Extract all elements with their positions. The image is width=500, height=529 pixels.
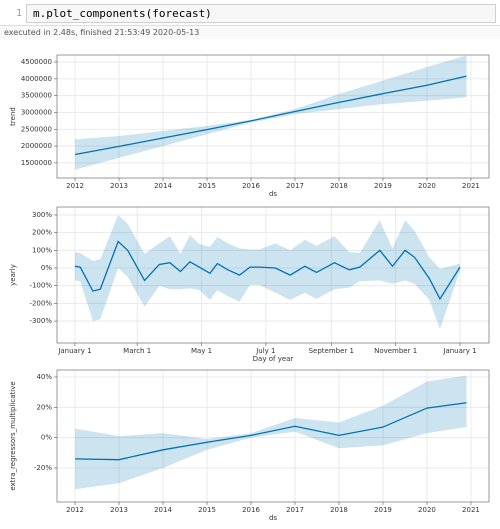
execution-info: executed in 2.48s, finished 21:53:49 202…: [0, 25, 500, 39]
y-tick-label: 0%: [41, 264, 52, 272]
x-tick-label: 2021: [462, 182, 480, 190]
y-tick-label: 40%: [36, 373, 52, 381]
x-tick-label: 2013: [110, 182, 128, 190]
uncertainty-band: [239, 248, 251, 302]
x-tick-label: January 1: [57, 347, 91, 355]
uncertainty-band: [405, 220, 415, 284]
x-tick-label: 2018: [330, 182, 348, 190]
y-tick-label: -20%: [34, 464, 52, 472]
x-tick-label: 2019: [374, 506, 392, 514]
plot-frame: [56, 206, 490, 344]
uncertainty-band: [80, 252, 93, 322]
uncertainty-band: [169, 236, 181, 290]
uncertainty-band: [180, 235, 190, 290]
x-tick-label: 2015: [198, 182, 216, 190]
uncertainty-band: [338, 80, 383, 110]
plot-frame: [56, 54, 490, 179]
uncertainty-band: [382, 381, 427, 446]
uncertainty-band: [159, 236, 170, 290]
x-tick-label: 2012: [66, 506, 84, 514]
line-number: 1: [15, 8, 22, 19]
y-tick-label: 20%: [36, 403, 52, 411]
y-axis-label: extra_regressors_multiplicative: [9, 381, 17, 490]
y-tick-label: 3000000: [21, 108, 52, 116]
uncertainty-band: [119, 433, 164, 484]
uncertainty-band: [189, 235, 200, 291]
uncertainty-band: [294, 417, 339, 449]
x-tick-label: 2013: [110, 506, 128, 514]
uncertainty-band: [426, 375, 467, 434]
x-tick-label: 2016: [242, 182, 260, 190]
x-tick-label: March 1: [123, 347, 151, 355]
x-tick-label: 2020: [418, 182, 436, 190]
x-tick-label: May 1: [191, 347, 212, 355]
plot-area: [57, 207, 489, 343]
uncertainty-band: [199, 244, 210, 300]
x-tick-label: 2019: [374, 182, 392, 190]
uncertainty-band: [439, 263, 460, 330]
plot-frame: [56, 369, 490, 503]
uncertainty-band: [349, 252, 360, 288]
uncertainty-band: [290, 239, 305, 300]
y-tick-label: -300%: [29, 317, 52, 325]
uncertainty-band: [119, 130, 164, 158]
uncertainty-band: [75, 135, 120, 170]
code-input[interactable]: m.plot_components(forecast): [26, 4, 496, 23]
y-tick-label: 4000000: [21, 75, 52, 83]
x-tick-label: 2017: [286, 506, 304, 514]
y-tick-label: 2000000: [21, 142, 52, 150]
x-tick-label: November 1: [374, 347, 417, 355]
x-tick-label: 2018: [330, 506, 348, 514]
x-tick-label: 2016: [242, 506, 260, 514]
line: [75, 402, 467, 461]
x-tick-label: 2014: [154, 182, 172, 190]
y-tick-label: 200%: [32, 229, 52, 237]
x-tick-label: 2020: [418, 506, 436, 514]
y-tick-label: 3500000: [21, 92, 52, 100]
y-tick-label: 300%: [32, 211, 52, 219]
plot-area: [57, 370, 489, 502]
x-tick-label: 2017: [286, 182, 304, 190]
y-tick-label: 0%: [41, 434, 52, 442]
uncertainty-band: [426, 55, 467, 101]
y-axis-label: yearly: [9, 264, 17, 286]
y-tick-label: -200%: [29, 299, 52, 307]
uncertainty-band: [379, 220, 393, 284]
y-tick-label: -100%: [29, 282, 52, 290]
uncertainty-band: [429, 257, 440, 330]
x-tick-label: January 1: [442, 347, 476, 355]
x-tick-label: September 1: [309, 347, 354, 355]
uncertainty-band: [414, 230, 430, 300]
x-tick-label: 2015: [198, 506, 216, 514]
y-axis-label: trend: [9, 107, 17, 126]
y-tick-label: 1500000: [21, 159, 52, 167]
x-tick-label: 2014: [154, 506, 172, 514]
uncertainty-band: [163, 125, 208, 147]
x-tick-label: July 1: [255, 347, 275, 355]
uncertainty-band: [144, 243, 160, 307]
y-tick-label: 2500000: [21, 125, 52, 133]
line: [74, 240, 461, 301]
uncertainty-band: [334, 236, 350, 290]
y-tick-label: 100%: [32, 246, 52, 254]
x-axis-label: Day of year: [253, 355, 294, 363]
line: [74, 75, 467, 156]
x-axis-label: ds: [269, 514, 277, 522]
uncertainty-band: [382, 67, 427, 105]
notebook-cell: 1 m.plot_components(forecast) executed i…: [0, 0, 500, 40]
x-tick-label: 2021: [462, 506, 480, 514]
x-axis-label: ds: [269, 190, 277, 198]
y-tick-label: 4500000: [21, 58, 52, 66]
uncertainty-band: [338, 405, 383, 449]
uncertainty-band: [392, 220, 406, 284]
x-tick-label: 2012: [66, 182, 84, 190]
uncertainty-band: [359, 220, 380, 282]
uncertainty-band: [163, 433, 208, 469]
